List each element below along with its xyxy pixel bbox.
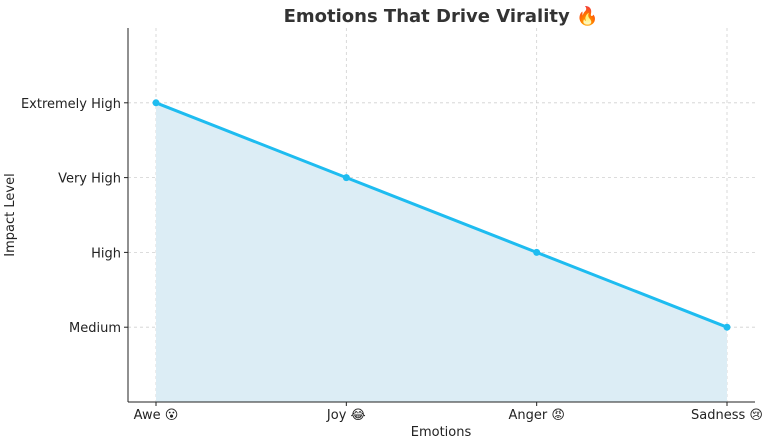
- data-point: [723, 323, 731, 331]
- x-tick-label: Sadness 😢: [691, 408, 763, 423]
- series-line: [155, 101, 728, 329]
- x-tick-label: Anger 😡: [508, 408, 564, 423]
- data-points: [152, 99, 731, 331]
- chart-title: Emotions That Drive Virality 🔥: [284, 5, 599, 27]
- y-tick-label: Very High: [58, 172, 121, 187]
- data-point: [342, 174, 350, 182]
- x-tick-label: Awe 😮: [134, 408, 179, 423]
- area-fill: [156, 102, 727, 403]
- axes: [127, 28, 755, 403]
- y-tick-label: Medium: [69, 321, 121, 336]
- x-axis-label: Emotions: [411, 425, 472, 440]
- data-point: [152, 99, 160, 107]
- data-point: [533, 248, 541, 256]
- x-tick-label: Joy 😂: [326, 408, 366, 423]
- tick-labels: Awe 😮 Joy 😂 Anger 😡 Sadness 😢 Medium High Very…: [21, 97, 763, 423]
- y-tick-label: High: [91, 246, 121, 261]
- area-layer: [155, 101, 728, 403]
- y-tick-label: Extremely High: [21, 97, 121, 112]
- y-axis-label: Impact Level: [3, 173, 18, 256]
